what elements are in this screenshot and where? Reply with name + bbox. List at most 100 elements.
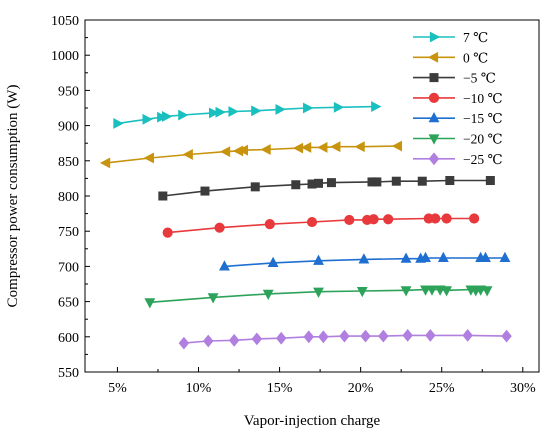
data-point <box>260 144 271 155</box>
y-tick-label: 700 <box>58 260 79 275</box>
data-point <box>400 252 412 263</box>
series-group <box>113 101 382 129</box>
data-point <box>251 105 262 117</box>
data-point <box>228 106 239 117</box>
axes: 550 600 650 700 750 800 850 900 950 1000 1050 5% 10%… <box>51 14 540 396</box>
legend-label: −5 ℃ <box>463 71 496 86</box>
legend-entry: 0 ℃ <box>413 50 488 65</box>
data-point <box>333 101 345 113</box>
legend-entry: −10 ℃ <box>413 91 503 106</box>
data-point <box>313 287 324 298</box>
data-point <box>462 329 473 342</box>
data-point <box>391 176 401 186</box>
legend-marker <box>429 73 439 83</box>
data-point <box>318 330 329 344</box>
data-point <box>417 176 427 186</box>
data-point <box>237 144 248 156</box>
data-point <box>339 329 350 343</box>
data-point <box>368 214 379 225</box>
data-point <box>142 113 153 125</box>
data-point <box>113 118 124 129</box>
data-point <box>313 254 324 265</box>
data-point <box>178 336 190 350</box>
data-point <box>182 149 193 160</box>
data-point <box>441 213 452 224</box>
data-point <box>469 213 480 224</box>
data-point <box>426 285 438 296</box>
data-point <box>485 176 495 186</box>
series-line <box>162 179 491 197</box>
y-tick-label: 600 <box>58 331 79 346</box>
data-point <box>215 106 226 118</box>
data-point <box>162 227 173 238</box>
x-tick-label: 15% <box>267 381 293 396</box>
x-tick-label: 10% <box>186 381 212 396</box>
data-point <box>358 253 370 264</box>
data-point <box>445 176 455 186</box>
data-point <box>144 298 156 309</box>
legend-label: −10 ℃ <box>463 91 503 106</box>
x-tick-label: 20% <box>348 381 374 396</box>
data-point <box>425 329 436 342</box>
data-point <box>157 111 168 123</box>
legend-label: 7 ℃ <box>463 30 488 45</box>
legend-entry: −5 ℃ <box>413 71 496 86</box>
data-point <box>264 219 275 230</box>
legend-entry: −20 ℃ <box>413 132 503 147</box>
data-point <box>481 286 493 297</box>
legend-entry: −15 ℃ <box>413 111 503 126</box>
legend-label: 0 ℃ <box>463 50 488 65</box>
y-tick-label: 1000 <box>51 49 79 64</box>
x-tick-label: 5% <box>108 381 127 396</box>
x-tick-label: 25% <box>429 381 455 396</box>
y-tick-label: 1050 <box>51 14 79 29</box>
series-group <box>144 285 493 309</box>
data-point <box>420 285 431 296</box>
data-point <box>219 260 230 271</box>
y-tick-label: 650 <box>58 296 79 311</box>
data-point <box>306 216 318 228</box>
data-point <box>420 251 431 263</box>
data-point <box>161 111 173 122</box>
data-point <box>207 293 219 304</box>
data-point <box>228 333 240 347</box>
data-point <box>356 286 368 298</box>
legend-marker <box>428 134 440 145</box>
data-point <box>383 214 394 225</box>
data-point <box>214 222 225 233</box>
data-point <box>303 330 315 344</box>
y-tick-label: 850 <box>58 155 79 170</box>
legend: 7 ℃ 0 ℃ −5 ℃ −10 ℃ −15 ℃ −20 ℃ −25 ℃ <box>413 30 503 167</box>
plot-area <box>99 101 512 350</box>
legend-label: −20 ℃ <box>463 132 503 147</box>
data-point <box>480 251 491 263</box>
y-axis-title: Compressor power consumption (W) <box>5 85 21 308</box>
data-point <box>371 101 382 113</box>
y-tick-label: 800 <box>58 190 79 205</box>
data-point <box>275 103 286 115</box>
data-point <box>178 109 189 121</box>
data-point <box>354 141 365 153</box>
data-point <box>499 251 511 263</box>
data-point <box>143 152 154 164</box>
data-point <box>208 107 220 119</box>
series-group <box>219 251 511 271</box>
legend-marker <box>429 31 441 43</box>
legend-marker <box>428 152 440 166</box>
series-group <box>178 329 512 350</box>
legend-entry: 7 ℃ <box>413 30 488 45</box>
data-point <box>378 329 389 343</box>
data-point <box>251 332 263 346</box>
data-point <box>303 102 314 114</box>
data-point <box>292 142 304 154</box>
y-tick-label: 950 <box>58 84 79 99</box>
x-axis-title: Vapor-injection charge <box>244 413 381 429</box>
series-group <box>162 213 480 238</box>
data-point <box>402 329 413 342</box>
data-point <box>437 251 449 263</box>
data-point <box>202 334 214 348</box>
data-point <box>291 180 301 190</box>
y-tick-label: 750 <box>58 225 79 240</box>
